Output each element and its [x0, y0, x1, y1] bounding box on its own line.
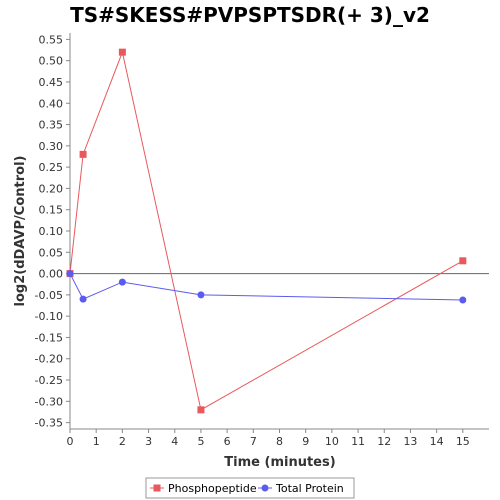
y-tick-label: 0.25 — [39, 161, 64, 174]
y-tick-label: -0.15 — [35, 331, 63, 344]
y-tick-label: 0.50 — [39, 55, 64, 68]
y-tick-label: 0.30 — [39, 140, 64, 153]
x-tick-label: 1 — [93, 435, 100, 448]
x-tick-label: 3 — [145, 435, 152, 448]
data-point — [79, 150, 87, 158]
legend-item: Phosphopeptide — [150, 482, 257, 495]
data-point — [459, 257, 467, 265]
y-tick-label: -0.25 — [35, 374, 63, 387]
y-tick-label: 0.40 — [39, 97, 64, 110]
x-tick-label: 13 — [403, 435, 417, 448]
y-axis-label: log2(dDAVP/Control) — [13, 156, 28, 307]
x-tick-label: 9 — [302, 435, 309, 448]
x-tick-label: 2 — [119, 435, 126, 448]
x-tick-label: 15 — [456, 435, 470, 448]
x-axis-label: Time (minutes) — [224, 455, 335, 470]
series-total-protein — [66, 270, 467, 304]
plot-area — [70, 33, 489, 429]
legend-marker — [153, 484, 161, 492]
x-tick-label: 6 — [224, 435, 231, 448]
legend: Phosphopeptide Total Protein — [145, 477, 355, 499]
legend-marker — [261, 484, 269, 492]
chart-title: TS#SKESS#PVPSPTSDR(+ 3)_v2 — [70, 3, 430, 27]
data-point — [66, 270, 74, 278]
legend-items: Phosphopeptide Total Protein — [150, 482, 344, 495]
y-tick-label: 0.20 — [39, 182, 64, 195]
data-point — [79, 295, 87, 303]
y-tick-label: -0.20 — [35, 353, 63, 366]
legend-box — [145, 477, 355, 499]
data-point — [118, 48, 126, 56]
x-tick-label: 5 — [197, 435, 204, 448]
y-tick-label: 0.10 — [39, 225, 64, 238]
legend-item: Total Protein — [258, 482, 344, 495]
data-point — [118, 278, 126, 286]
y-tick-label: 0.15 — [39, 204, 64, 217]
x-tick-label: 7 — [250, 435, 257, 448]
x-tick-label: 14 — [430, 435, 444, 448]
data-point — [197, 406, 205, 414]
y-axis: 0.55 0.50 0.45 0.40 0.35 0.30 0.25 0.20 0.15 0.10… — [35, 33, 71, 430]
x-tick-label: 8 — [276, 435, 283, 448]
x-tick-label: 12 — [377, 435, 391, 448]
legend-label: Phosphopeptide — [168, 482, 257, 495]
x-axis: 0 1 2 3 4 5 6 7 8 9 10 11 12 13 14 15 — [67, 428, 489, 448]
legend-label: Total Protein — [275, 482, 344, 495]
y-tick-label: -0.35 — [35, 417, 63, 430]
y-tick-label: 0.05 — [39, 246, 64, 259]
y-tick-label: 0.45 — [39, 76, 64, 89]
x-tick-label: 4 — [171, 435, 178, 448]
y-tick-label: 0.35 — [39, 119, 64, 132]
y-tick-label: 0.00 — [39, 268, 64, 281]
y-tick-label: 0.55 — [39, 33, 64, 46]
series-layer — [66, 48, 467, 414]
x-tick-label: 11 — [351, 435, 365, 448]
y-tick-label: -0.30 — [35, 395, 63, 408]
data-point — [459, 296, 467, 304]
x-tick-label: 10 — [325, 435, 339, 448]
data-point — [197, 291, 205, 299]
y-tick-label: -0.10 — [35, 310, 63, 323]
y-tick-label: -0.05 — [35, 289, 63, 302]
x-tick-label: 0 — [67, 435, 74, 448]
